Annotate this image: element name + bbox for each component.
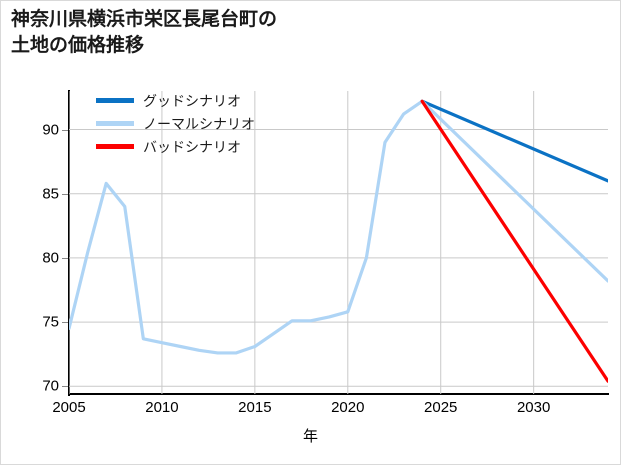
x-tick-label: 2025 [424,399,458,416]
y-tick-mark [62,386,68,388]
series-line-0 [69,99,424,355]
chart-legend: グッドシナリオ ノーマルシナリオ バッドシナリオ [96,92,255,155]
y-tick-label: 85 [42,185,59,203]
y-tick-mark [62,129,68,131]
series-line-1 [420,99,608,183]
legend-item[interactable]: ノーマルシナリオ [96,115,255,132]
series-line-3 [420,99,608,383]
y-tick-label: 75 [42,313,59,331]
x-tick-label: 2010 [145,399,179,416]
legend-label: ノーマルシナリオ [143,115,255,132]
legend-label: グッドシナリオ [143,92,241,109]
legend-color-swatch [96,98,134,103]
legend-item[interactable]: グッドシナリオ [96,92,255,109]
x-tick-label: 2005 [52,399,86,416]
x-axis-label: 年 [302,428,318,445]
legend-item[interactable]: バッドシナリオ [96,138,255,155]
x-axis-line [68,393,609,395]
x-tick-label: 2015 [238,399,272,416]
y-tick-mark [62,193,68,195]
series-lines [69,99,608,383]
legend-color-swatch [96,144,134,149]
legend-color-swatch [96,121,134,126]
y-tick-mark [62,257,68,259]
x-tick-label: 2030 [516,399,551,416]
y-tick-label: 90 [42,121,59,139]
legend-label: バッドシナリオ [143,138,241,155]
y-tick-label: 80 [42,249,59,267]
y-tick-label: 70 [42,377,59,395]
y-tick-mark [62,322,68,324]
chart-title: 神奈川県横浜市栄区長尾台町の 土地の価格推移 [11,9,278,56]
series-line-2 [420,99,608,283]
chart-canvas [69,91,608,394]
x-tick-label: 2020 [331,399,365,416]
plot-area [69,91,608,394]
